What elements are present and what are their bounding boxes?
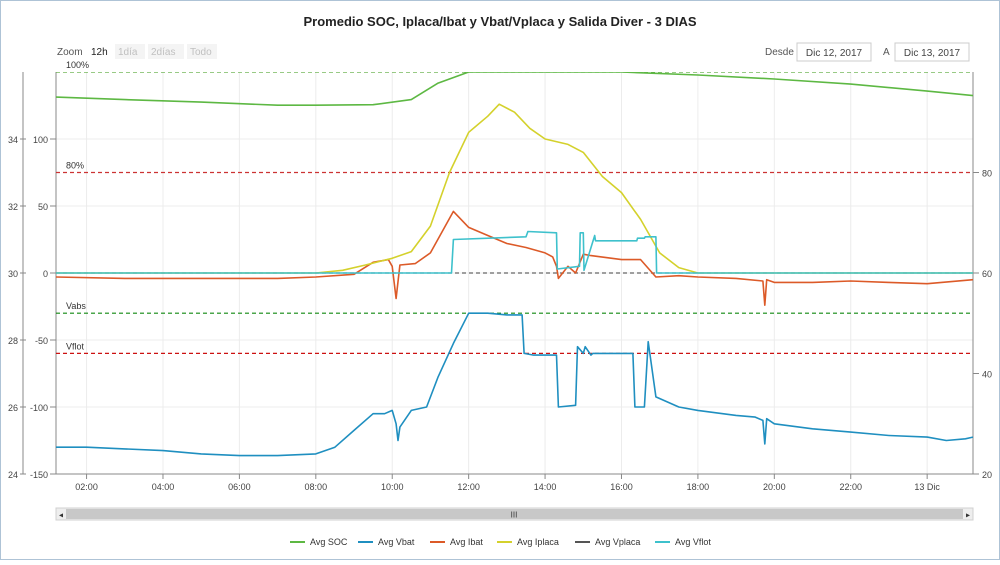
x-tick-label: 20:00 bbox=[763, 482, 786, 492]
x-tick-label: 14:00 bbox=[534, 482, 557, 492]
series-line-avg-soc bbox=[56, 72, 973, 106]
zoom-button-label: 2días bbox=[151, 47, 175, 58]
scrollbar-thumb[interactable] bbox=[66, 509, 963, 519]
plot-line-labels: 100% 80% Vabs Vflot bbox=[66, 60, 89, 351]
zoom-button-2[interactable]: 2días bbox=[148, 44, 184, 59]
y-tick-label-soc: 80 bbox=[982, 169, 992, 179]
legend-label: Avg Ibat bbox=[450, 537, 483, 547]
y-tick-label-current: 100 bbox=[33, 135, 48, 145]
zoom-button-label: Todo bbox=[190, 47, 212, 58]
series-line-avg-iplaca bbox=[56, 103, 973, 274]
plot-line-label: Vflot bbox=[66, 341, 85, 351]
range-to-value: Dic 13, 2017 bbox=[904, 48, 961, 59]
scrollbar-grip-icon: III bbox=[511, 511, 518, 520]
legend-item[interactable]: Avg Vplaca bbox=[575, 537, 640, 547]
scrollbar[interactable]: III ◂ ▸ bbox=[55, 507, 974, 521]
y-tick-label-current: -100 bbox=[30, 403, 48, 413]
series-line-avg-vflot bbox=[56, 230, 973, 274]
range-from-label: Desde bbox=[765, 47, 794, 58]
y-tick-label-voltage: 26 bbox=[8, 403, 18, 413]
legend-label: Avg Vplaca bbox=[595, 537, 640, 547]
x-tick-label: 10:00 bbox=[381, 482, 404, 492]
y-tick-label-soc: 40 bbox=[982, 370, 992, 380]
y-tick-label-soc: 20 bbox=[982, 470, 992, 480]
legend-item[interactable]: Avg SOC bbox=[290, 537, 348, 547]
y-tick-label-current: -50 bbox=[35, 336, 48, 346]
axes: 24 26 28 30 32 34 -150 -100 -50 0 50 100 20 40 60 80 02:… bbox=[8, 72, 992, 492]
x-tick-label: 13 Dic bbox=[914, 482, 940, 492]
legend-item[interactable]: Avg Vflot bbox=[655, 537, 711, 547]
plot-line-label: 100% bbox=[66, 60, 89, 70]
legend-label: Avg SOC bbox=[310, 537, 348, 547]
range-from-value: Dic 12, 2017 bbox=[806, 48, 863, 59]
legend-item[interactable]: Avg Iplaca bbox=[497, 537, 559, 547]
scroll-right-arrow-icon[interactable]: ▸ bbox=[966, 511, 970, 520]
legend-item[interactable]: Avg Ibat bbox=[430, 537, 483, 547]
legend-item[interactable]: Avg Vbat bbox=[358, 537, 415, 547]
legend-label: Avg Vflot bbox=[675, 537, 711, 547]
x-tick-label: 06:00 bbox=[228, 482, 251, 492]
y-tick-label-current: 50 bbox=[38, 202, 48, 212]
x-tick-label: 12:00 bbox=[457, 482, 480, 492]
y-tick-label-soc: 60 bbox=[982, 269, 992, 279]
plot-line-label: 80% bbox=[66, 161, 84, 171]
zoom-button-1[interactable]: 1día bbox=[115, 44, 145, 59]
x-tick-label: 22:00 bbox=[839, 482, 862, 492]
legend-label: Avg Iplaca bbox=[517, 537, 559, 547]
zoom-button-label: 12h bbox=[91, 47, 108, 58]
x-tick-label: 08:00 bbox=[305, 482, 328, 492]
x-tick-label: 16:00 bbox=[610, 482, 633, 492]
y-tick-label-voltage: 28 bbox=[8, 336, 18, 346]
zoom-buttons: 12h 1día 2días Todo bbox=[88, 44, 217, 59]
y-tick-label-current: 0 bbox=[43, 269, 48, 279]
plot-line-label: Vabs bbox=[66, 301, 86, 311]
y-tick-label-voltage: 24 bbox=[8, 470, 18, 480]
range-to-input[interactable]: Dic 13, 2017 bbox=[894, 42, 970, 62]
x-tick-label: 18:00 bbox=[687, 482, 710, 492]
series-line-avg-vbat bbox=[56, 312, 973, 457]
y-tick-label-voltage: 30 bbox=[8, 269, 18, 279]
zoom-button-label: 1día bbox=[118, 47, 138, 58]
zoom-label: Zoom bbox=[57, 47, 83, 58]
y-tick-label-voltage: 32 bbox=[8, 202, 18, 212]
legend: Avg SOC Avg Vbat Avg Ibat Avg Iplaca Avg Vpl… bbox=[290, 537, 711, 547]
zoom-button-0[interactable]: 12h bbox=[88, 44, 112, 59]
series-layer bbox=[56, 72, 973, 457]
y-tick-label-voltage: 34 bbox=[8, 135, 18, 145]
x-tick-label: 02:00 bbox=[75, 482, 98, 492]
chart-title: Promedio SOC, Iplaca/Ibat y Vbat/Vplaca … bbox=[303, 14, 696, 29]
range-from-input[interactable]: Dic 12, 2017 bbox=[796, 42, 872, 62]
zoom-button-3[interactable]: Todo bbox=[187, 44, 217, 59]
range-to-label: A bbox=[883, 47, 890, 58]
legend-label: Avg Vbat bbox=[378, 537, 415, 547]
scroll-left-arrow-icon[interactable]: ◂ bbox=[59, 511, 63, 520]
y-tick-label-current: -150 bbox=[30, 470, 48, 480]
x-tick-label: 04:00 bbox=[152, 482, 175, 492]
